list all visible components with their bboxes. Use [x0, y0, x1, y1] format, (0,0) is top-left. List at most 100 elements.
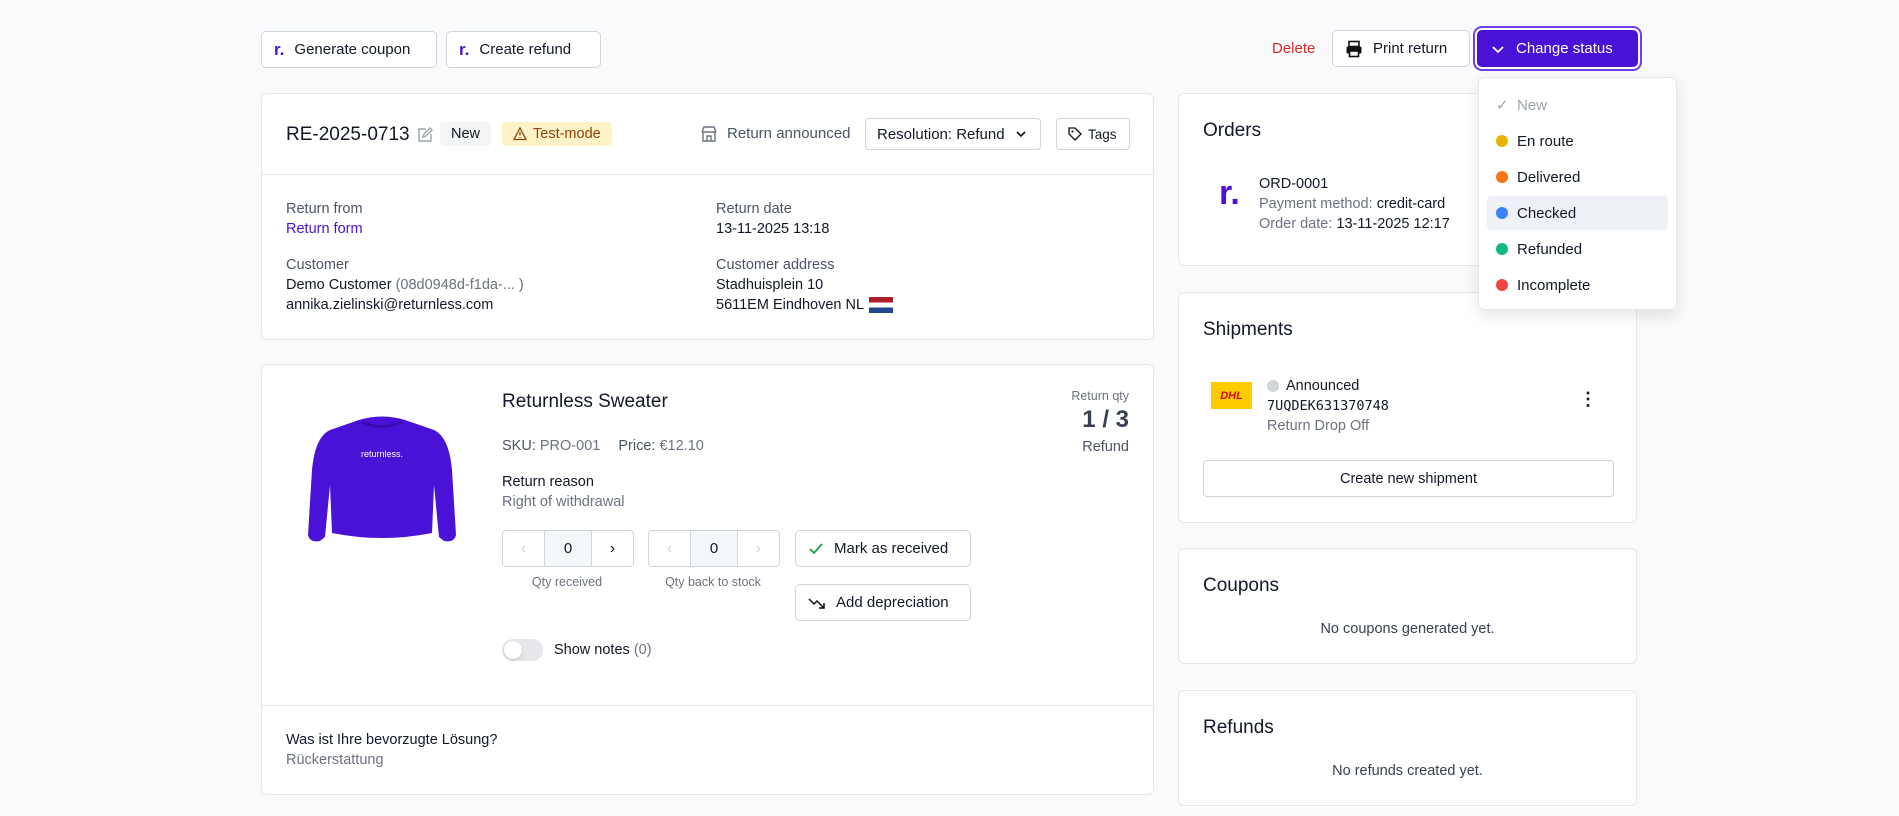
- show-notes-label: Show notes (0): [554, 642, 652, 658]
- address-line2-row: 5611EM Eindhoven NL: [716, 297, 894, 313]
- add-depreciation-button[interactable]: Add depreciation: [795, 584, 971, 621]
- status-option-en-route[interactable]: En route: [1487, 124, 1668, 158]
- customer-email: annika.zielinski@returnless.com: [286, 297, 494, 313]
- return-form-link[interactable]: Return form: [286, 221, 363, 237]
- return-qty-resolution: Refund: [1082, 439, 1129, 455]
- qty-received-label: Qty received: [531, 575, 603, 589]
- printer-icon: [1346, 40, 1362, 57]
- address-line2: 5611EM Eindhoven NL: [716, 297, 865, 313]
- sku-value: PRO-001: [539, 438, 601, 454]
- status-dot: [1496, 279, 1508, 291]
- change-status-button[interactable]: Change status: [1477, 30, 1638, 67]
- orders-title: Orders: [1203, 120, 1262, 141]
- decrement-button[interactable]: ‹: [520, 539, 527, 557]
- decrement-button[interactable]: ‹: [666, 539, 673, 557]
- qty-stock-stepper[interactable]: ‹ 0 ›: [648, 530, 780, 567]
- return-announced-label: Return announced: [727, 125, 851, 142]
- status-option-delivered[interactable]: Delivered: [1487, 160, 1668, 194]
- returnless-logo-icon: r.: [459, 39, 470, 59]
- status-dot: [1496, 243, 1508, 255]
- store-icon: [701, 126, 717, 142]
- qty-received-input[interactable]: 0: [544, 531, 592, 566]
- status-option-refunded[interactable]: Refunded: [1487, 232, 1668, 266]
- qty-stock-label: Qty back to stock: [665, 575, 761, 589]
- increment-button[interactable]: ›: [755, 539, 762, 557]
- status-dot: [1496, 171, 1508, 183]
- customer-label: Customer: [286, 257, 349, 273]
- chevron-down-icon: [1016, 131, 1026, 138]
- status-dropdown: ✓ New En route Delivered Checked Refunde…: [1478, 77, 1677, 310]
- return-info-card: RE-2025-0713 New Test-mode Return announ…: [261, 93, 1154, 340]
- customer-id: (08d0948d-f1da-... ): [395, 277, 524, 293]
- status-option-checked[interactable]: Checked: [1487, 196, 1668, 230]
- tag-icon: [1068, 127, 1082, 141]
- return-qty-label: Return qty: [1071, 389, 1129, 403]
- more-options-icon[interactable]: ⋮: [1579, 389, 1597, 409]
- netherlands-flag-icon: [869, 297, 894, 313]
- answer-text: Rückerstattung: [286, 752, 384, 768]
- create-shipment-button[interactable]: Create new shipment: [1203, 460, 1614, 497]
- tags-button[interactable]: Tags: [1056, 118, 1130, 150]
- refunds-empty: No refunds created yet.: [1332, 763, 1483, 779]
- refunds-card: Refunds No refunds created yet.: [1178, 690, 1637, 806]
- shipments-card: Shipments DHL Announced 7UQDEK631370748 …: [1178, 292, 1637, 523]
- status-option-incomplete[interactable]: Incomplete: [1487, 268, 1668, 302]
- generate-coupon-button[interactable]: r. Generate coupon: [261, 31, 437, 68]
- return-id: RE-2025-0713: [286, 124, 410, 145]
- status-dot: [1267, 380, 1279, 392]
- increment-button[interactable]: ›: [609, 539, 616, 557]
- return-reason-label: Return reason: [502, 474, 594, 490]
- price-label: Price:: [618, 438, 656, 454]
- qty-received-stepper[interactable]: ‹ 0 ›: [502, 530, 634, 567]
- return-date-value: 13-11-2025 13:18: [716, 221, 830, 237]
- trend-down-icon: [808, 597, 825, 609]
- mark-as-received-button[interactable]: Mark as received: [795, 530, 971, 567]
- print-return-button[interactable]: Print return: [1332, 30, 1470, 67]
- returnless-logo-icon: r.: [1219, 174, 1240, 212]
- shipment-status: Announced: [1267, 378, 1359, 394]
- delete-button[interactable]: Delete: [1272, 40, 1316, 57]
- warning-icon: [513, 127, 527, 141]
- edit-icon[interactable]: [417, 127, 433, 143]
- sku-label: SKU:: [502, 438, 536, 454]
- refunds-title: Refunds: [1203, 717, 1274, 738]
- price-value: €12.10: [659, 438, 704, 454]
- qty-stock-input[interactable]: 0: [690, 531, 738, 566]
- tracking-number: 7UQDEK631370748: [1267, 398, 1389, 414]
- divider: [262, 174, 1153, 175]
- chevron-down-icon: [1492, 45, 1504, 53]
- product-card: returnless. Returnless Sweater SKU: PRO-…: [261, 364, 1154, 795]
- shipment-type: Return Drop Off: [1267, 418, 1370, 434]
- status-dot: [1496, 207, 1508, 219]
- product-meta: SKU: PRO-001 Price: €12.10: [502, 438, 704, 454]
- return-date-label: Return date: [716, 201, 792, 217]
- shipments-title: Shipments: [1203, 319, 1293, 340]
- status-dot: [1496, 135, 1508, 147]
- sweater-image: returnless.: [308, 416, 456, 542]
- coupons-title: Coupons: [1203, 575, 1280, 596]
- check-icon: [809, 542, 823, 554]
- divider: [262, 705, 1153, 706]
- create-refund-button[interactable]: r. Create refund: [446, 31, 601, 68]
- return-from-label: Return from: [286, 201, 363, 217]
- address-line1: Stadhuisplein 10: [716, 277, 824, 293]
- status-option-new[interactable]: ✓ New: [1496, 96, 1548, 115]
- show-notes-toggle[interactable]: [502, 639, 543, 661]
- dhl-logo: DHL: [1211, 382, 1252, 409]
- test-mode-badge: Test-mode: [502, 122, 612, 146]
- coupons-card: Coupons No coupons generated yet.: [1178, 548, 1637, 664]
- toggle-knob: [504, 641, 522, 659]
- status-badge: New: [440, 122, 492, 146]
- returnless-logo-icon: r.: [274, 39, 285, 59]
- product-name: Returnless Sweater: [502, 391, 668, 412]
- sweater-print-text: returnless.: [361, 449, 403, 459]
- resolution-select[interactable]: Resolution: Refund: [865, 118, 1041, 150]
- customer-name: Demo Customer: [286, 277, 392, 293]
- payment-row: Payment method: credit-card: [1259, 196, 1446, 212]
- question-text: Was ist Ihre bevorzugte Lösung?: [286, 732, 498, 748]
- order-id: ORD-0001: [1259, 176, 1329, 192]
- return-reason-value: Right of withdrawal: [502, 494, 625, 510]
- order-date-row: Order date: 13-11-2025 12:17: [1259, 216, 1450, 232]
- check-icon: ✓: [1496, 97, 1509, 114]
- address-label: Customer address: [716, 257, 835, 273]
